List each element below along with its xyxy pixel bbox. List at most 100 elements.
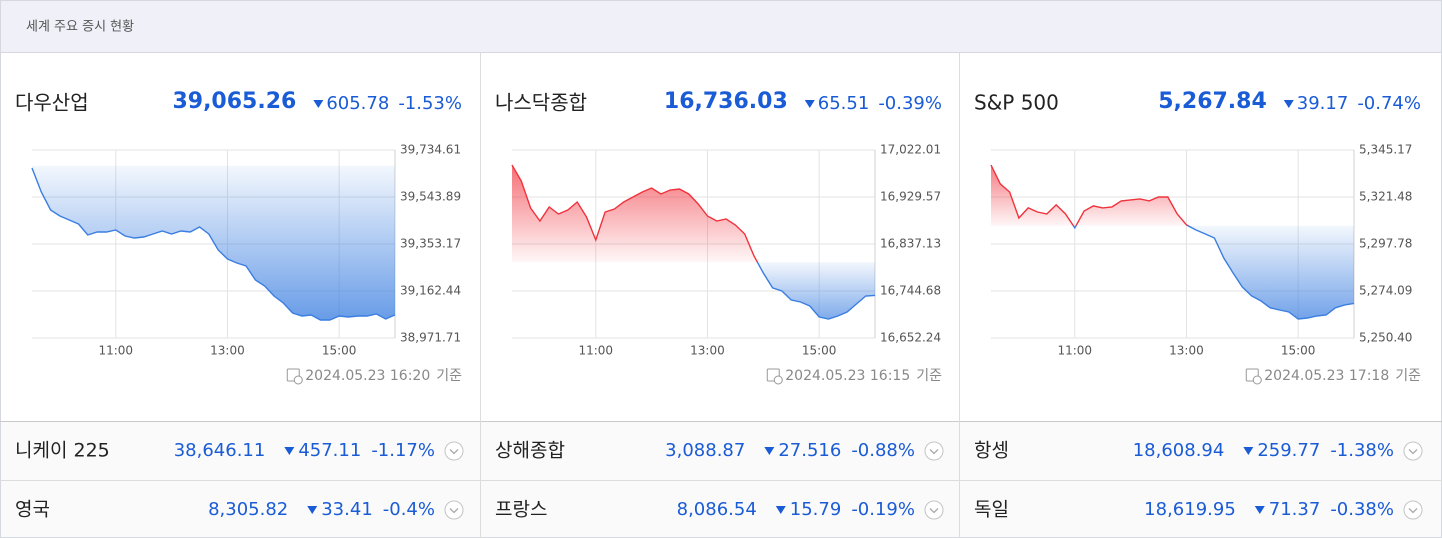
market-value: 38,646.11 [174,440,266,461]
area [512,165,875,319]
market-name: 영국 [15,499,50,521]
basis: 기준 [916,368,942,384]
market-percent: -0.4% [383,499,435,520]
y-tick-label: 5,345.17 [1359,143,1412,157]
basis: 기준 [436,368,462,384]
percent: -1.53% [398,93,462,114]
expand-button-chevron [1408,449,1418,455]
market-percent: -1.17% [371,440,435,461]
header-title: 세계 주요 증시 현황 [26,20,134,35]
y-tick-label: 39,162.44 [400,283,461,297]
updated: 2024.05.23 16:20 [305,368,430,384]
expand-button[interactable] [444,500,464,520]
x-tick-label: 15:00 [802,344,837,358]
change: 65.51 [818,93,870,114]
x-tick-label: 13:00 [690,344,725,358]
expand-button-circle [924,500,944,520]
expand-button-circle [444,441,464,461]
x-tick-label: 11:00 [98,344,133,358]
expand-button-chevron [929,449,939,455]
y-tick-label: 16,929.57 [880,189,941,203]
price: 39,065.26 [172,89,296,114]
expand-button[interactable] [1403,441,1423,461]
expand-button[interactable] [1403,500,1423,520]
percent: -0.74% [1357,93,1421,114]
market-name: 니케이 225 [15,440,110,462]
y-tick-label: 5,297.78 [1359,237,1412,251]
y-tick-label: 39,353.17 [400,236,461,250]
market-change: 457.11 [298,440,361,461]
down-arrow [313,100,324,108]
y-tick-label: 5,274.09 [1359,284,1412,298]
x-tick-label: 13:00 [210,344,245,358]
y-tick-label: 5,321.48 [1359,189,1412,203]
index-name: S&P 500 [974,91,1059,115]
market-percent: -0.38% [1330,499,1394,520]
index-name: 나스닥종합 [495,91,587,115]
down-arrow [764,447,775,455]
market-change: 259.77 [1257,440,1320,461]
clock-icon [1252,375,1262,385]
x-tick-label: 15:00 [322,344,357,358]
y-tick-label: 39,734.61 [400,143,461,157]
y-tick-label: 5,250.40 [1359,331,1412,345]
market-value: 8,086.54 [677,499,757,520]
expand-button[interactable] [924,500,944,520]
updated: 2024.05.23 17:18 [1264,368,1389,384]
down-arrow [284,447,295,455]
expand-button[interactable] [444,441,464,461]
market-name: 프랑스 [495,499,547,521]
price: 16,736.03 [664,89,788,114]
down-arrow [1283,100,1294,108]
x-tick-label: 13:00 [1169,344,1204,358]
change: 39.17 [1297,93,1349,114]
index-name: 다우산업 [15,91,89,115]
x-tick-label: 11:00 [1057,344,1092,358]
clock-icon [1245,368,1259,382]
expand-button-circle [1403,441,1423,461]
header-bar [0,0,1442,53]
down-arrow [804,100,815,108]
line [990,164,1355,320]
area [991,165,1354,319]
expand-button-circle [1403,500,1423,520]
percent: -0.39% [878,93,942,114]
x-tick-label: 15:00 [1281,344,1316,358]
expand-button-circle [924,441,944,461]
market-value: 8,305.82 [208,499,288,520]
y-tick-label: 39,543.89 [400,189,461,203]
clock-icon [286,368,300,382]
market-name: 항셍 [974,440,1009,462]
expand-button-chevron [929,508,939,514]
market-change: 33.41 [321,499,373,520]
line [511,164,876,320]
expand-button-chevron [449,508,459,514]
y-tick-label: 16,837.13 [880,236,941,250]
expand-button[interactable] [924,441,944,461]
down-arrow [1243,447,1254,455]
clock-icon [766,368,780,382]
basis: 기준 [1395,368,1421,384]
expand-button-chevron [1408,508,1418,514]
y-tick-label: 16,744.68 [880,284,941,298]
down-arrow [1254,506,1265,514]
y-tick-label: 16,652.24 [880,331,941,345]
expand-button-chevron [449,449,459,455]
market-percent: -1.38% [1330,440,1394,461]
market-change: 27.516 [778,440,841,461]
down-arrow [775,506,786,514]
market-change: 71.37 [1269,499,1321,520]
clock-icon [773,375,783,385]
market-value: 18,619.95 [1144,499,1236,520]
line [31,167,396,321]
market-value: 3,088.87 [665,440,745,461]
rows-background [1,422,1441,537]
area [32,165,395,320]
market-value: 18,608.94 [1133,440,1225,461]
market-name: 상해종합 [495,440,565,462]
change: 605.78 [326,93,389,114]
x-tick-label: 11:00 [578,344,613,358]
market-percent: -0.88% [851,440,915,461]
y-tick-label: 38,971.71 [400,331,461,345]
